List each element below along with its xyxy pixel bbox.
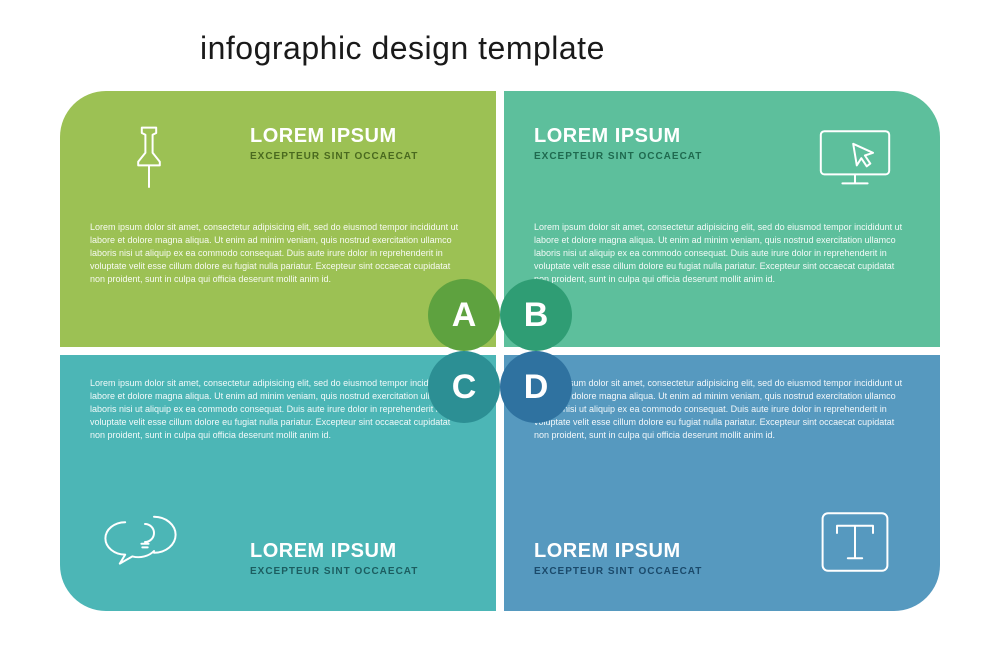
panel-b: LOREM IPSUM EXCEPTEUR SINT OCCAECAT Lore… bbox=[504, 91, 940, 347]
panel-d-heading: LOREM IPSUM EXCEPTEUR SINT OCCAECAT bbox=[534, 540, 770, 577]
panel-c-subtitle: EXCEPTEUR SINT OCCAECAT bbox=[250, 566, 476, 577]
panel-a-subtitle: EXCEPTEUR SINT OCCAECAT bbox=[250, 151, 476, 162]
panel-a: LOREM IPSUM EXCEPTEUR SINT OCCAECAT Lore… bbox=[60, 91, 496, 347]
panel-d-title: LOREM IPSUM bbox=[534, 540, 770, 562]
panel-d-body: Lorem ipsum dolor sit amet, consectetur … bbox=[534, 377, 910, 442]
panel-a-heading: LOREM IPSUM EXCEPTEUR SINT OCCAECAT bbox=[250, 125, 476, 162]
text-t-icon bbox=[800, 487, 910, 597]
monitor-cursor-icon bbox=[800, 105, 910, 215]
panel-c-title: LOREM IPSUM bbox=[250, 540, 476, 562]
panel-c: Lorem ipsum dolor sit amet, consectetur … bbox=[60, 355, 496, 611]
panel-b-badge: B bbox=[500, 279, 572, 351]
panel-c-heading: LOREM IPSUM EXCEPTEUR SINT OCCAECAT bbox=[250, 540, 476, 577]
panel-d-subtitle: EXCEPTEUR SINT OCCAECAT bbox=[534, 566, 770, 577]
panel-c-body: Lorem ipsum dolor sit amet, consectetur … bbox=[90, 377, 466, 442]
panel-a-badge: A bbox=[428, 279, 500, 351]
panel-grid: LOREM IPSUM EXCEPTEUR SINT OCCAECAT Lore… bbox=[60, 91, 940, 611]
page-title: infographic design template bbox=[200, 30, 940, 67]
panel-a-body: Lorem ipsum dolor sit amet, consectetur … bbox=[90, 221, 466, 286]
panel-a-title: LOREM IPSUM bbox=[250, 125, 476, 147]
push-pin-icon bbox=[94, 105, 204, 215]
panel-b-body: Lorem ipsum dolor sit amet, consectetur … bbox=[534, 221, 910, 286]
panel-b-subtitle: EXCEPTEUR SINT OCCAECAT bbox=[534, 151, 770, 162]
panel-d-badge: D bbox=[500, 351, 572, 423]
infographic-page: infographic design template LOREM IPSUM … bbox=[0, 0, 1000, 667]
panel-b-title: LOREM IPSUM bbox=[534, 125, 770, 147]
panel-c-badge: C bbox=[428, 351, 500, 423]
idea-chat-icon bbox=[90, 487, 200, 597]
panel-d: Lorem ipsum dolor sit amet, consectetur … bbox=[504, 355, 940, 611]
panel-b-heading: LOREM IPSUM EXCEPTEUR SINT OCCAECAT bbox=[534, 125, 770, 162]
